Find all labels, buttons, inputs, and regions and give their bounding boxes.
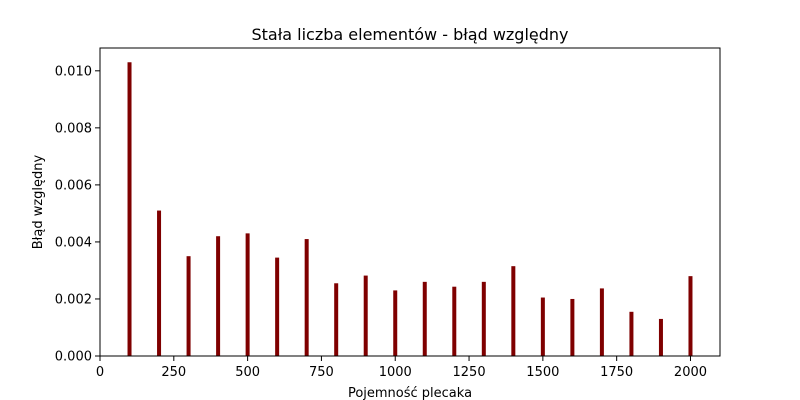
bar [540,297,545,356]
x-tick-label: 2000 [674,365,707,380]
x-tick-label: 1750 [600,365,633,380]
bar [452,286,457,356]
y-axis-ticks: 0.000 0.002 0.004 0.006 0.008 0.010 [55,64,100,365]
y-axis-label: Błąd względny [31,154,46,249]
x-axis-label: Pojemność plecaka [348,386,472,400]
plot-area-frame [99,47,721,357]
x-axis-ticks: 0 250 500 750 1000 1250 1500 1750 2000 [96,356,707,380]
bar [658,318,663,356]
y-tick-label: 0.006 [55,178,92,193]
bar [599,288,604,356]
chart-title: Stała liczba elementów - błąd względny [251,25,568,44]
bar [245,233,250,356]
bar [511,266,516,356]
bar [570,298,575,356]
bar [275,257,280,356]
bar [363,275,368,356]
x-tick-label: 1250 [453,365,486,380]
bar [422,281,427,356]
y-tick-label: 0.008 [55,121,92,136]
bar [127,62,132,356]
bar [481,281,486,356]
bar [393,290,398,356]
x-tick-label: 750 [309,365,334,380]
bar [629,311,634,356]
bar [157,210,162,356]
bars-group [127,62,693,356]
x-tick-label: 0 [96,365,104,380]
bar [304,239,309,356]
y-tick-label: 0.002 [55,292,92,307]
x-tick-label: 500 [235,365,260,380]
bar [688,276,693,356]
bar [334,283,339,356]
x-tick-label: 1000 [379,365,412,380]
y-tick-label: 0.004 [55,235,92,250]
bar [216,236,221,356]
x-tick-label: 250 [161,365,186,380]
y-tick-label: 0.000 [55,350,92,365]
bar [186,256,191,356]
x-tick-label: 1500 [526,365,559,380]
y-tick-label: 0.010 [55,64,92,79]
